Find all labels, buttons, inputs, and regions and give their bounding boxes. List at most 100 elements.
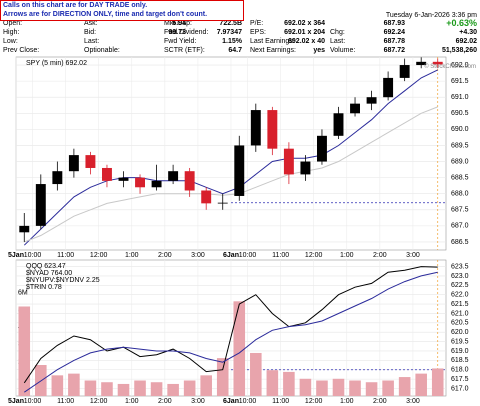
candle-body (68, 155, 79, 172)
x-tick-label: 2:00 (373, 398, 387, 405)
candle-body (85, 155, 96, 168)
y-tick-label: 688.5 (451, 174, 469, 181)
quote-label: Fwd Yield: (164, 38, 197, 45)
y-tick-label: 622.0 (451, 292, 469, 299)
y-tick-label: 620.0 (451, 329, 469, 336)
volume-bar (117, 383, 130, 396)
candle-body (250, 110, 261, 146)
y-tick-label: 687.0 (451, 223, 469, 230)
candle-body (102, 167, 112, 181)
x-tick-label: 3:00 (191, 398, 205, 405)
quote-label: Next Earnings: (250, 47, 296, 54)
y-tick-label: 617.0 (451, 385, 469, 392)
candle-body (184, 171, 195, 191)
x-tick-label: 2:00 (158, 252, 172, 259)
quote-value: 692.01 x 204 (284, 29, 325, 36)
quote-label: Last: (84, 38, 100, 45)
volume-bar (431, 368, 444, 396)
x-tick-label: 12:00 (305, 398, 323, 405)
quote-label: EPS: (250, 29, 266, 36)
y-tick-label: 690.5 (451, 110, 469, 117)
y-tick-label: 690.0 (451, 126, 469, 133)
candle-body (283, 148, 294, 175)
volume-bar (84, 380, 97, 396)
legend-entry: QQQ 623.47 (26, 263, 66, 270)
y-tick-label: 618.0 (451, 367, 469, 374)
candle-body (168, 171, 179, 181)
x-tick-label: 1:00 (125, 398, 139, 405)
y-tick-label: 691.5 (451, 78, 469, 85)
volume-bar (250, 352, 262, 396)
quote-value: 692.02 x 40 (288, 38, 325, 45)
series-line (23, 266, 438, 384)
notice-line: Calls on this chart are for DAY TRADE on… (3, 2, 148, 9)
quote-value: 1.15% (222, 38, 242, 45)
quote-label: Fwd Dividend: (164, 29, 209, 36)
y-tick-label: 687.5 (451, 207, 469, 214)
quote-label: Optionable: (84, 47, 120, 54)
volume-bar (167, 383, 179, 396)
volume-bar (266, 370, 279, 396)
notice-box: Calls on this chart are for DAY TRADE on… (0, 0, 244, 21)
x-tick-label: 2:00 (158, 398, 172, 405)
y-tick-label: 686.5 (451, 239, 469, 246)
series-line (24, 271, 438, 393)
legend-entry: $NYUPV:$NYDNV 2.25 (26, 277, 100, 284)
y-tick-label: 623.5 (451, 263, 469, 270)
quote-value: 687.72 (383, 47, 405, 54)
x-tick-label: 3:00 (191, 252, 205, 259)
volume-bar (216, 358, 229, 396)
y-tick-label: 620.5 (451, 320, 469, 327)
series-line (24, 106, 438, 243)
volume-bar (18, 306, 31, 396)
x-tick-label: 5Jan (8, 252, 24, 259)
x-tick-label: 6Jan (223, 252, 239, 259)
notice-line: Arrows are for DIRECTION ONLY, time and … (3, 11, 208, 18)
x-tick-label: 12:00 (90, 252, 108, 259)
candle-body (399, 65, 410, 78)
legend-entry: $NYAD 764.00 (26, 270, 72, 277)
x-tick-label: 1:00 (340, 252, 354, 259)
volume-bar (365, 382, 378, 396)
y-tick-label: 623.0 (451, 273, 469, 280)
x-tick-label: 10:00 (24, 398, 42, 405)
y-tick-label: 689.0 (451, 158, 469, 165)
x-tick-label: 11:00 (57, 252, 74, 259)
quote-label: High: (3, 29, 20, 36)
candle-body (350, 103, 360, 114)
quote-label: Ask: (84, 20, 98, 27)
y-tick-label: 621.0 (451, 310, 469, 317)
volume-bar (233, 301, 246, 396)
quote-value: yes (313, 47, 325, 54)
volume-bar (200, 375, 212, 396)
volume-bar (68, 373, 80, 396)
quote-value: 687.78 (383, 38, 405, 45)
candle-body (366, 97, 377, 104)
volume-bar (349, 380, 361, 396)
x-tick-label: 11:00 (272, 398, 289, 405)
side-label: Volume: (330, 47, 356, 54)
x-tick-label: 3:00 (406, 252, 420, 259)
quote-value: 692.24 (383, 29, 405, 36)
candle-body (416, 61, 427, 66)
x-tick-label: 12:00 (305, 252, 323, 259)
y-tick-label: 619.0 (451, 348, 469, 355)
quote-value: 7.97347 (216, 29, 242, 36)
series-line (23, 69, 438, 246)
quote-label: SCTR (ETF): (164, 47, 205, 54)
quote-value: 99.73 (168, 29, 186, 36)
candle-body (300, 161, 311, 175)
x-tick-label: 11:00 (272, 252, 289, 259)
x-tick-label: 11:00 (57, 398, 74, 405)
candle-body (135, 177, 145, 188)
quote-value: 64.7 (228, 47, 242, 54)
volume-bar (150, 382, 163, 396)
x-tick-label: 1:00 (125, 252, 139, 259)
y-tick-label: 691.0 (451, 94, 469, 101)
side-value: 692.02 (455, 38, 477, 45)
change-pct: +0.63% (446, 18, 477, 28)
volume-bar (283, 371, 295, 396)
x-tick-label: 10:00 (24, 252, 42, 259)
y-tick-label: 618.5 (451, 357, 469, 364)
volume-bar (398, 377, 411, 396)
